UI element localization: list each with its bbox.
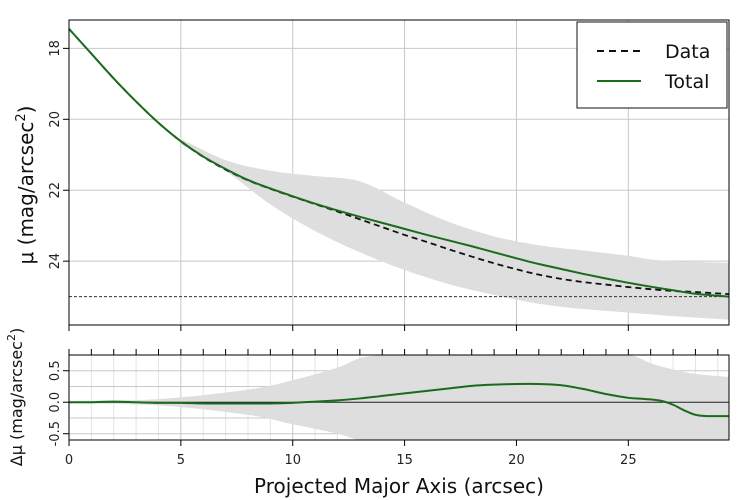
xtick-label-15: 15 bbox=[396, 453, 413, 468]
xtick-label-0: 0 bbox=[65, 453, 73, 468]
top-ytick-label-24: 24 bbox=[48, 253, 63, 270]
xtick-label-20: 20 bbox=[508, 453, 525, 468]
top-band-area bbox=[180, 138, 730, 320]
top-panel: 18 20 22 24 μ (mag/arcsec2) Data Total bbox=[14, 19, 730, 331]
residual-y-label: Δμ (mag/arcsec2) bbox=[5, 328, 26, 466]
series-line-residual bbox=[68, 382, 730, 418]
top-y-ticks: 18 20 22 24 bbox=[48, 40, 629, 331]
residual-frame bbox=[68, 354, 730, 441]
x-ticks: 0 5 10 15 20 25 bbox=[65, 349, 719, 468]
top-uncertainty-band bbox=[180, 138, 730, 320]
top-ytick-label-20: 20 bbox=[48, 111, 63, 128]
legend: Data Total bbox=[576, 21, 728, 109]
legend-label-total: Total bbox=[664, 71, 709, 93]
series-line-data bbox=[68, 28, 730, 296]
residual-y-ticks: 0.5 0.0 -0.5 bbox=[48, 360, 69, 446]
res-ytick-label-2: -0.5 bbox=[48, 421, 63, 446]
top-series bbox=[68, 28, 730, 298]
res-ytick-label-1: 0.0 bbox=[48, 392, 63, 413]
residual-uncertainty-band bbox=[69, 354, 729, 441]
top-ytick-label-18: 18 bbox=[48, 40, 63, 57]
top-ytick-label-22: 22 bbox=[48, 182, 63, 199]
xtick-label-25: 25 bbox=[620, 453, 637, 468]
res-ytick-label-0: 0.5 bbox=[48, 360, 63, 381]
legend-box bbox=[576, 21, 728, 109]
residual-series bbox=[68, 382, 730, 418]
series-line-total bbox=[68, 28, 730, 298]
legend-label-data: Data bbox=[665, 41, 710, 63]
top-frame bbox=[68, 19, 730, 326]
x-axis-label: Projected Major Axis (arcsec) bbox=[254, 474, 544, 498]
xtick-label-5: 5 bbox=[177, 453, 185, 468]
xtick-label-10: 10 bbox=[284, 453, 301, 468]
top-y-label: μ (mag/arcsec2) bbox=[14, 106, 38, 265]
residual-panel: 0.5 0.0 -0.5 0 5 10 15 20 25 Δμ (mag/arcsec2) P… bbox=[5, 328, 730, 498]
res-band-area bbox=[69, 354, 729, 441]
